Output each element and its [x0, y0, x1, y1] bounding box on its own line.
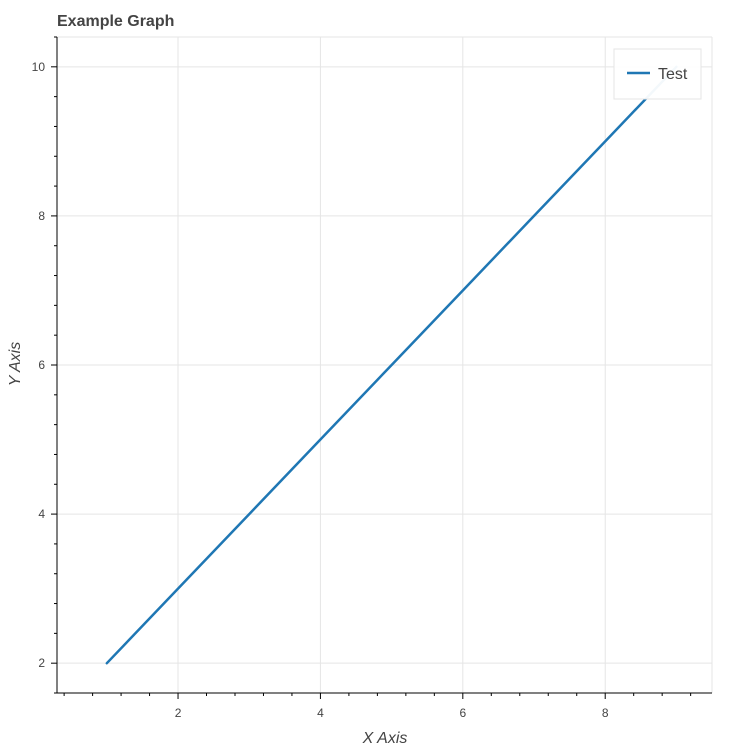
y-tick-label: 8 — [38, 209, 45, 223]
series-line — [105, 65, 678, 665]
y-axis-label: Y Axis — [7, 342, 24, 386]
y-tick-label: 4 — [38, 507, 45, 521]
chart-title: Example Graph — [57, 13, 174, 30]
x-axis-label: X Axis — [362, 730, 408, 747]
y-tick-label: 10 — [32, 60, 46, 74]
x-tick-label: 2 — [175, 706, 182, 720]
legend: Test — [613, 48, 702, 100]
y-tick-label: 6 — [38, 358, 45, 372]
series-layer — [105, 65, 678, 665]
grid — [57, 36, 713, 693]
x-tick-label: 8 — [602, 706, 609, 720]
series-0 — [105, 65, 678, 665]
y-tick-label: 2 — [38, 656, 45, 670]
x-tick-label: 6 — [459, 706, 466, 720]
axes: 2 4 6 8 2 4 6 8 10 — [32, 36, 712, 720]
legend-label: Test — [658, 66, 688, 83]
x-tick-label: 4 — [317, 706, 324, 720]
